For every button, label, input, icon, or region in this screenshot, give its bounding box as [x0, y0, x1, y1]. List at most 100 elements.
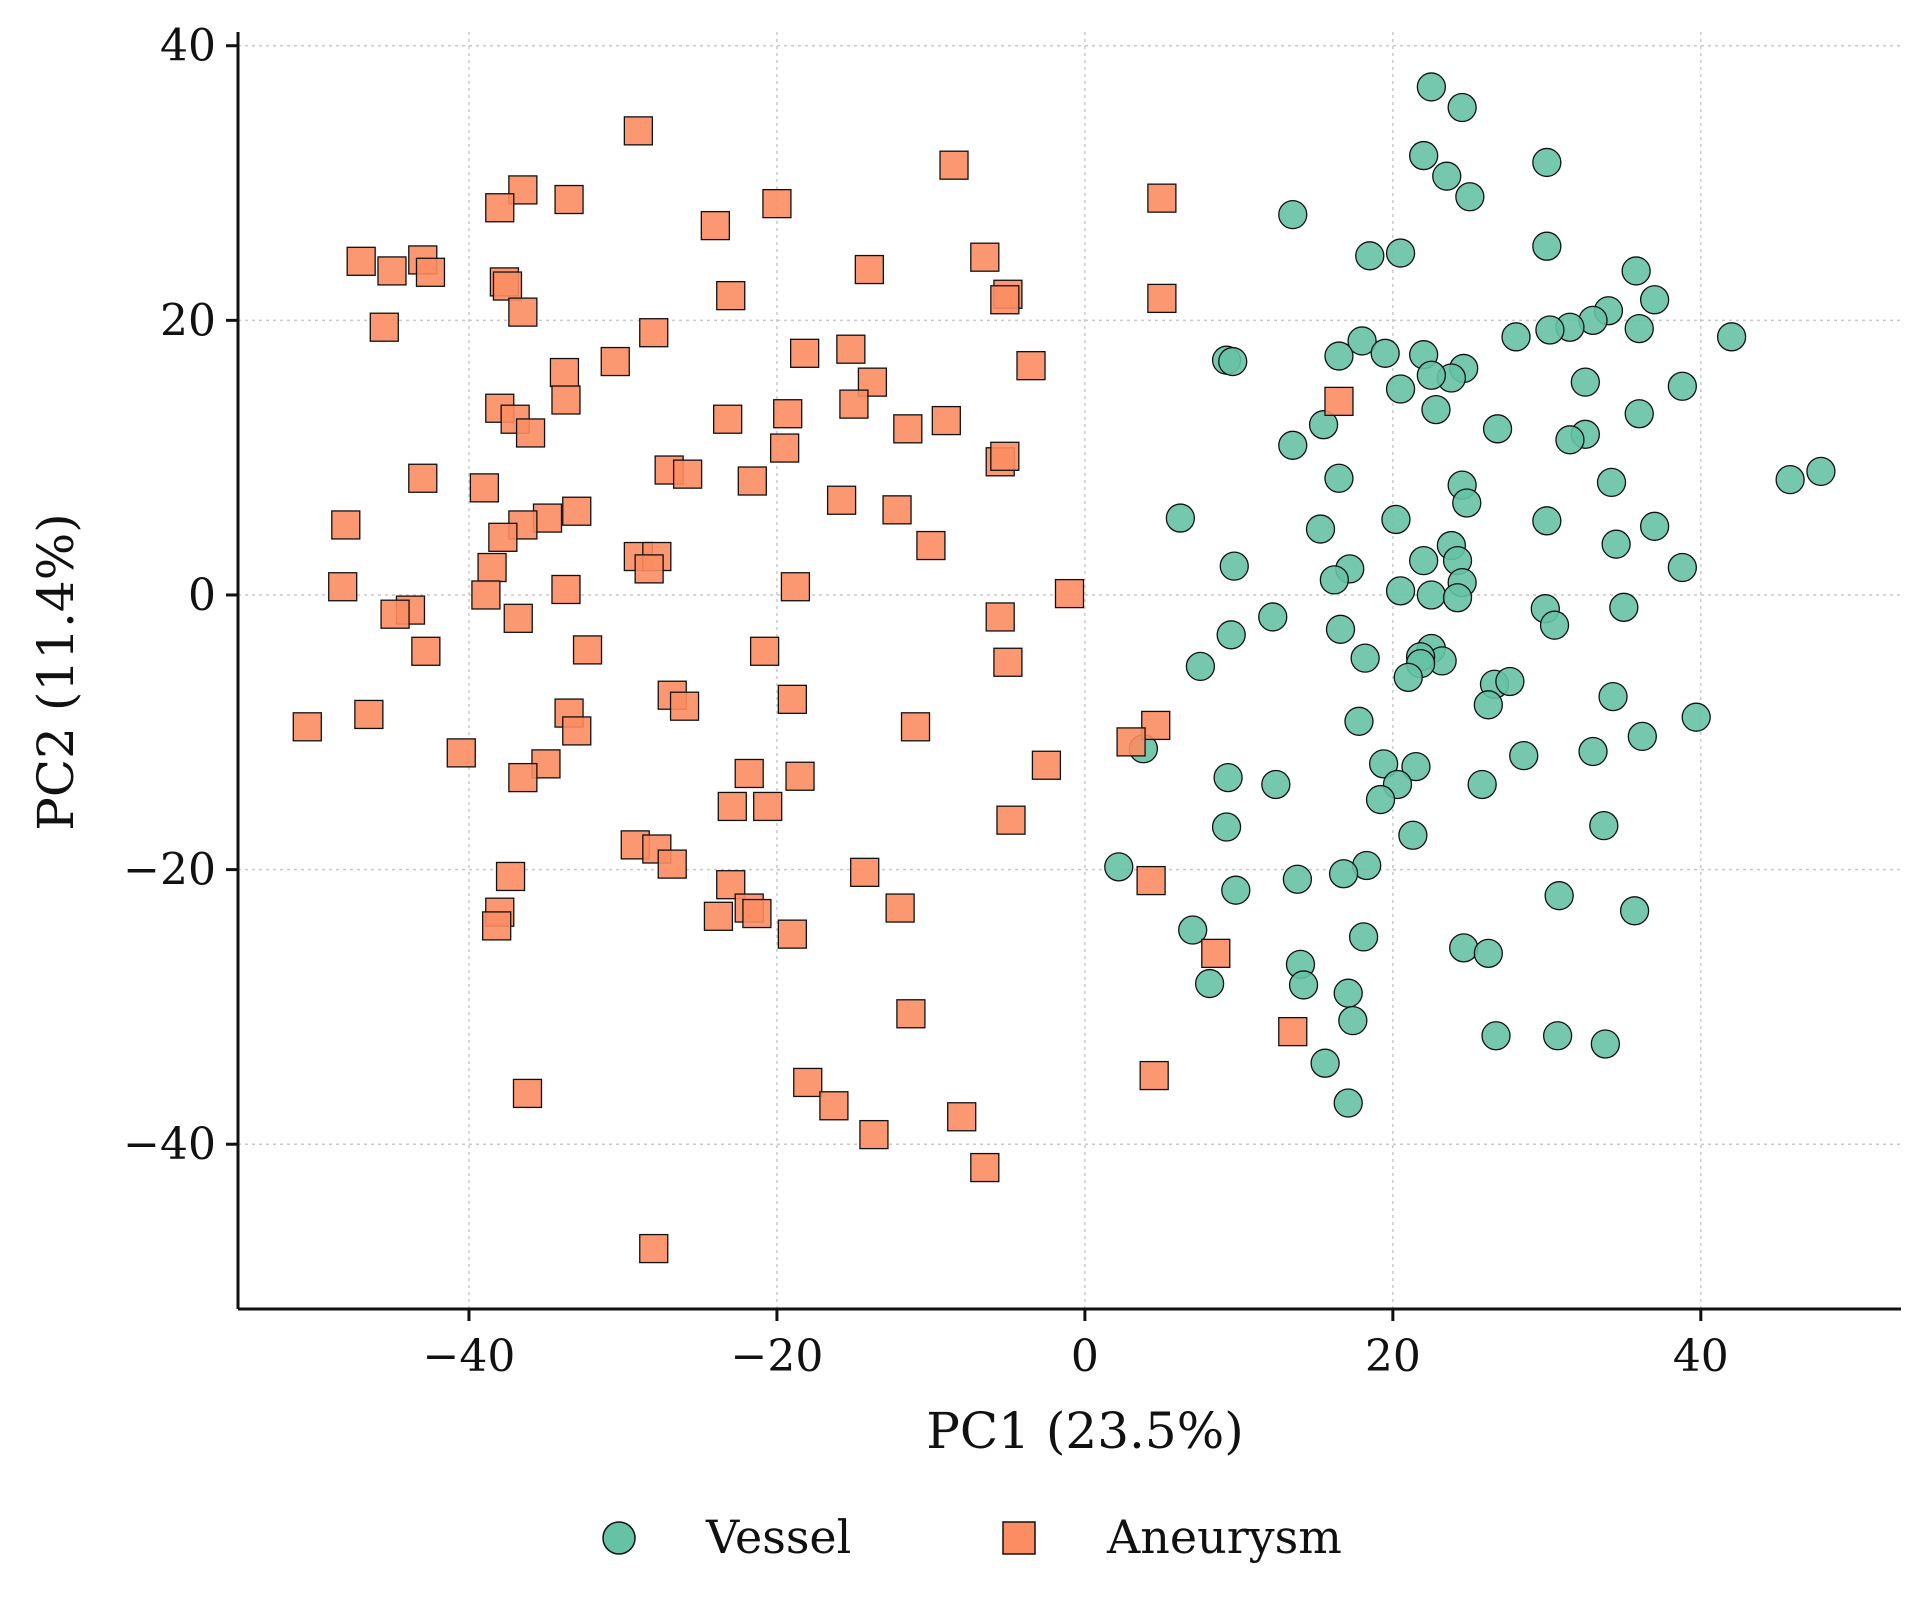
vessel-point — [1288, 970, 1319, 1000]
vessel-point — [1258, 602, 1288, 632]
aneurysm-point — [985, 602, 1015, 632]
vessel-point — [1432, 161, 1462, 191]
y-tick-label: 0 — [188, 570, 216, 621]
aneurysm-point — [328, 572, 358, 602]
x-ticks: −40 −20 0 20 40 — [423, 1309, 1729, 1382]
aneurysm-point — [551, 385, 581, 415]
aneurysm-point — [503, 603, 533, 633]
aneurysm-point — [508, 762, 538, 793]
legend-marker-vessel — [602, 1521, 636, 1555]
vessel-point — [1194, 968, 1225, 999]
x-axis-title: PC1 (23.5%) — [926, 1402, 1243, 1460]
x-tick-label: −20 — [731, 1331, 824, 1382]
vessel-point — [1178, 915, 1208, 945]
aneurysm-point — [749, 636, 780, 666]
aneurysm-point — [331, 510, 361, 540]
aneurysm-point — [893, 414, 923, 444]
vessel-point — [1416, 360, 1447, 390]
aneurysm-point — [512, 1078, 543, 1109]
aneurysm-point — [947, 1102, 977, 1132]
vessel-point — [1319, 565, 1349, 595]
vessel-point — [1535, 315, 1565, 345]
y-tick-label: 20 — [160, 295, 216, 346]
aneurysm-point — [854, 254, 884, 285]
aneurysm-point — [485, 193, 515, 223]
vessel-point — [1639, 511, 1670, 541]
aneurysm-point — [292, 712, 322, 742]
aneurysm-point — [773, 399, 803, 429]
aneurysm-point — [1147, 183, 1177, 213]
vessel-point — [1481, 1021, 1511, 1051]
vessel-point — [1416, 72, 1447, 102]
aneurysm-point — [482, 911, 512, 941]
aneurysm-point — [916, 530, 946, 561]
legend-label-vessel: Vessel — [705, 1510, 851, 1564]
axes — [236, 32, 1901, 1311]
legend: Vessel Aneurysm — [602, 1510, 1342, 1564]
aneurysm-point — [900, 712, 931, 742]
vessel-point — [1409, 546, 1439, 576]
legend-marker-aneurysm — [1002, 1521, 1036, 1555]
aneurysm-point — [1054, 578, 1085, 609]
aneurysm-point — [657, 849, 687, 879]
vessel-point — [1473, 690, 1503, 720]
aneurysm-point — [717, 791, 747, 822]
aneurysm-point — [777, 684, 807, 714]
vessel-point — [1348, 922, 1379, 952]
aneurysm-point — [993, 647, 1023, 677]
aneurysm-point — [562, 496, 592, 526]
vessel-point — [1365, 784, 1396, 815]
aneurysm-point — [369, 312, 399, 342]
series-aneurysm — [292, 116, 1354, 1264]
aneurysm-point — [1324, 386, 1354, 417]
vessel-point — [1211, 812, 1242, 842]
vessel-point — [1624, 399, 1654, 429]
aneurysm-point — [1116, 727, 1146, 757]
aneurysm-point — [346, 246, 376, 276]
aneurysm-point — [669, 691, 700, 721]
vessel-point — [1532, 231, 1562, 261]
vessel-point — [1449, 933, 1479, 963]
aneurysm-point — [1147, 283, 1177, 314]
data-points — [292, 72, 1836, 1264]
vessel-point — [1338, 1005, 1368, 1036]
aneurysm-point — [703, 901, 734, 931]
aneurysm-point — [737, 466, 767, 496]
aneurysm-point — [882, 495, 912, 525]
aneurysm-point — [469, 473, 500, 503]
vessel-point — [1333, 1088, 1363, 1118]
aneurysm-point — [562, 716, 592, 746]
aneurysm-point — [836, 334, 866, 364]
aneurysm-point — [939, 150, 969, 180]
aneurysm-point — [769, 433, 800, 463]
vessel-point — [1185, 651, 1216, 682]
vessel-point — [1416, 580, 1447, 610]
vessel-point — [1282, 864, 1313, 894]
aneurysm-point — [495, 861, 526, 892]
aneurysm-point — [734, 758, 764, 789]
aneurysm-point — [996, 805, 1026, 835]
aneurysm-point — [859, 1119, 889, 1150]
vessel-point — [1347, 326, 1377, 356]
vessel-point — [1447, 92, 1477, 123]
aneurysm-point — [551, 574, 581, 605]
vessel-point — [1385, 576, 1416, 606]
vessel-point — [1544, 881, 1574, 911]
y-ticks: −40 −20 0 20 40 — [123, 21, 238, 1170]
vessel-point — [1213, 762, 1243, 793]
vessel-point — [1216, 620, 1246, 650]
y-tick-label: 40 — [160, 21, 216, 72]
vessel-point — [1278, 430, 1308, 460]
vessel-point — [1385, 238, 1416, 268]
aneurysm-point — [572, 635, 603, 665]
vessel-point — [1324, 463, 1354, 493]
aneurysm-point — [742, 898, 772, 929]
aneurysm-point — [716, 280, 746, 311]
vessel-point — [1344, 706, 1374, 736]
aneurysm-point — [931, 405, 961, 436]
vessel-point — [1261, 769, 1291, 800]
vessel-point — [1624, 313, 1654, 344]
vessel-point — [1324, 341, 1354, 371]
vessel-point — [1421, 394, 1451, 425]
vessel-point — [1325, 614, 1356, 644]
